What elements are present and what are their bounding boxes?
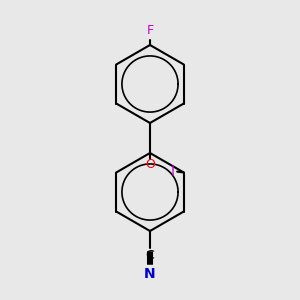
Text: C: C bbox=[146, 249, 154, 262]
Text: F: F bbox=[146, 25, 154, 38]
Text: O: O bbox=[145, 158, 155, 170]
Text: N: N bbox=[144, 267, 156, 281]
Text: I: I bbox=[171, 164, 175, 178]
